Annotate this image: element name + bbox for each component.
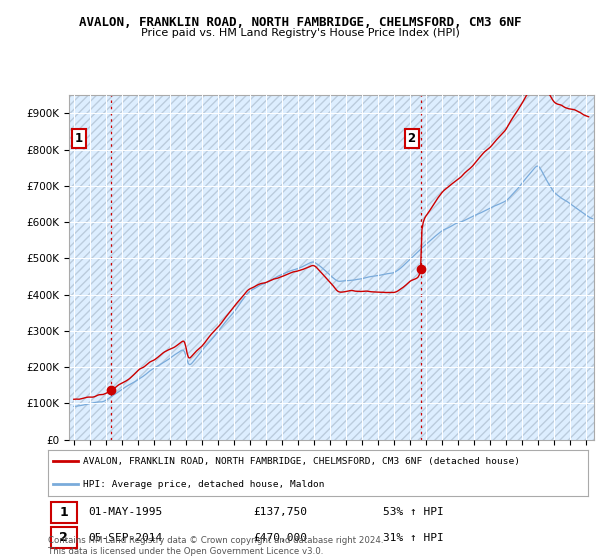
Text: 31% ↑ HPI: 31% ↑ HPI — [383, 533, 443, 543]
Text: 05-SEP-2014: 05-SEP-2014 — [89, 533, 163, 543]
Text: 53% ↑ HPI: 53% ↑ HPI — [383, 507, 443, 517]
Text: HPI: Average price, detached house, Maldon: HPI: Average price, detached house, Mald… — [83, 479, 325, 489]
Text: Price paid vs. HM Land Registry's House Price Index (HPI): Price paid vs. HM Land Registry's House … — [140, 28, 460, 38]
Text: AVALON, FRANKLIN ROAD, NORTH FAMBRIDGE, CHELMSFORD, CM3 6NF (detached house): AVALON, FRANKLIN ROAD, NORTH FAMBRIDGE, … — [83, 456, 520, 466]
Text: Contains HM Land Registry data © Crown copyright and database right 2024.
This d: Contains HM Land Registry data © Crown c… — [48, 536, 383, 556]
FancyBboxPatch shape — [50, 528, 77, 548]
Text: £470,000: £470,000 — [253, 533, 307, 543]
Text: 2: 2 — [407, 132, 416, 145]
Text: 1: 1 — [59, 506, 68, 519]
Text: AVALON, FRANKLIN ROAD, NORTH FAMBRIDGE, CHELMSFORD, CM3 6NF: AVALON, FRANKLIN ROAD, NORTH FAMBRIDGE, … — [79, 16, 521, 29]
Text: 01-MAY-1995: 01-MAY-1995 — [89, 507, 163, 517]
Text: £137,750: £137,750 — [253, 507, 307, 517]
Text: 1: 1 — [74, 132, 83, 145]
FancyBboxPatch shape — [50, 502, 77, 522]
Text: 2: 2 — [59, 531, 68, 544]
